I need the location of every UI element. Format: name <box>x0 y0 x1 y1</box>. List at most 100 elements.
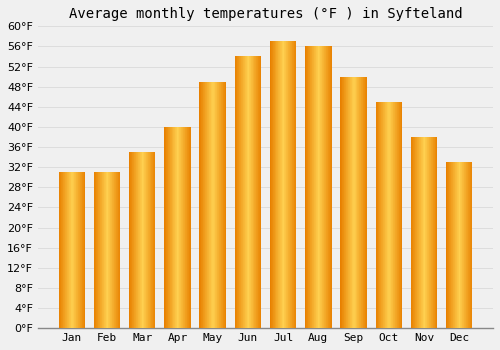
Bar <box>74 172 75 328</box>
Bar <box>115 172 116 328</box>
Bar <box>353 77 354 328</box>
Bar <box>101 172 102 328</box>
Bar <box>64 172 65 328</box>
Bar <box>306 47 307 328</box>
Bar <box>140 152 141 328</box>
Bar <box>200 82 201 328</box>
Bar <box>383 102 384 328</box>
Bar <box>223 82 224 328</box>
Bar <box>342 77 343 328</box>
Bar <box>271 41 272 328</box>
Bar <box>244 56 245 328</box>
Bar <box>329 47 330 328</box>
Bar <box>95 172 96 328</box>
Bar <box>155 152 156 328</box>
Bar <box>295 41 296 328</box>
Bar <box>179 127 180 328</box>
Bar <box>454 162 455 328</box>
Bar <box>141 152 142 328</box>
Bar <box>460 162 461 328</box>
Bar <box>289 41 290 328</box>
Bar <box>452 162 453 328</box>
Bar <box>146 152 147 328</box>
Bar <box>450 162 451 328</box>
Bar <box>291 41 292 328</box>
Bar <box>174 127 175 328</box>
Bar <box>178 127 179 328</box>
Bar <box>426 137 428 328</box>
Bar <box>309 47 310 328</box>
Bar <box>412 137 414 328</box>
Bar <box>132 152 133 328</box>
Bar <box>171 127 172 328</box>
Bar <box>252 56 253 328</box>
Title: Average monthly temperatures (°F ) in Syfteland: Average monthly temperatures (°F ) in Sy… <box>68 7 462 21</box>
Bar <box>377 102 378 328</box>
Bar <box>98 172 99 328</box>
Bar <box>258 56 259 328</box>
Bar <box>282 41 283 328</box>
Bar <box>349 77 350 328</box>
Bar <box>208 82 210 328</box>
Bar <box>259 56 260 328</box>
Bar <box>180 127 181 328</box>
Bar <box>164 127 165 328</box>
Bar <box>294 41 295 328</box>
Bar <box>285 41 286 328</box>
Bar <box>97 172 98 328</box>
Bar <box>184 127 186 328</box>
Bar <box>214 82 216 328</box>
Bar <box>356 77 357 328</box>
Bar <box>78 172 79 328</box>
Bar <box>113 172 114 328</box>
Bar <box>448 162 450 328</box>
Bar <box>216 82 218 328</box>
Bar <box>379 102 380 328</box>
Bar <box>328 47 329 328</box>
Bar <box>312 47 313 328</box>
Bar <box>418 137 420 328</box>
Bar <box>151 152 152 328</box>
Bar <box>60 172 62 328</box>
Bar <box>153 152 154 328</box>
Bar <box>242 56 244 328</box>
Bar <box>245 56 246 328</box>
Bar <box>100 172 101 328</box>
Bar <box>390 102 392 328</box>
Bar <box>234 56 236 328</box>
Bar <box>255 56 256 328</box>
Bar <box>204 82 205 328</box>
Bar <box>129 152 130 328</box>
Bar <box>138 152 139 328</box>
Bar <box>471 162 472 328</box>
Bar <box>62 172 63 328</box>
Bar <box>446 162 448 328</box>
Bar <box>225 82 226 328</box>
Bar <box>220 82 222 328</box>
Bar <box>80 172 81 328</box>
Bar <box>107 172 108 328</box>
Bar <box>247 56 248 328</box>
Bar <box>176 127 177 328</box>
Bar <box>66 172 67 328</box>
Bar <box>430 137 431 328</box>
Bar <box>165 127 166 328</box>
Bar <box>106 172 107 328</box>
Bar <box>172 127 173 328</box>
Bar <box>465 162 466 328</box>
Bar <box>182 127 184 328</box>
Bar <box>103 172 104 328</box>
Bar <box>325 47 326 328</box>
Bar <box>142 152 143 328</box>
Bar <box>170 127 171 328</box>
Bar <box>136 152 137 328</box>
Bar <box>166 127 167 328</box>
Bar <box>108 172 109 328</box>
Bar <box>310 47 311 328</box>
Bar <box>288 41 289 328</box>
Bar <box>396 102 398 328</box>
Bar <box>429 137 430 328</box>
Bar <box>456 162 457 328</box>
Bar <box>177 127 178 328</box>
Bar <box>352 77 353 328</box>
